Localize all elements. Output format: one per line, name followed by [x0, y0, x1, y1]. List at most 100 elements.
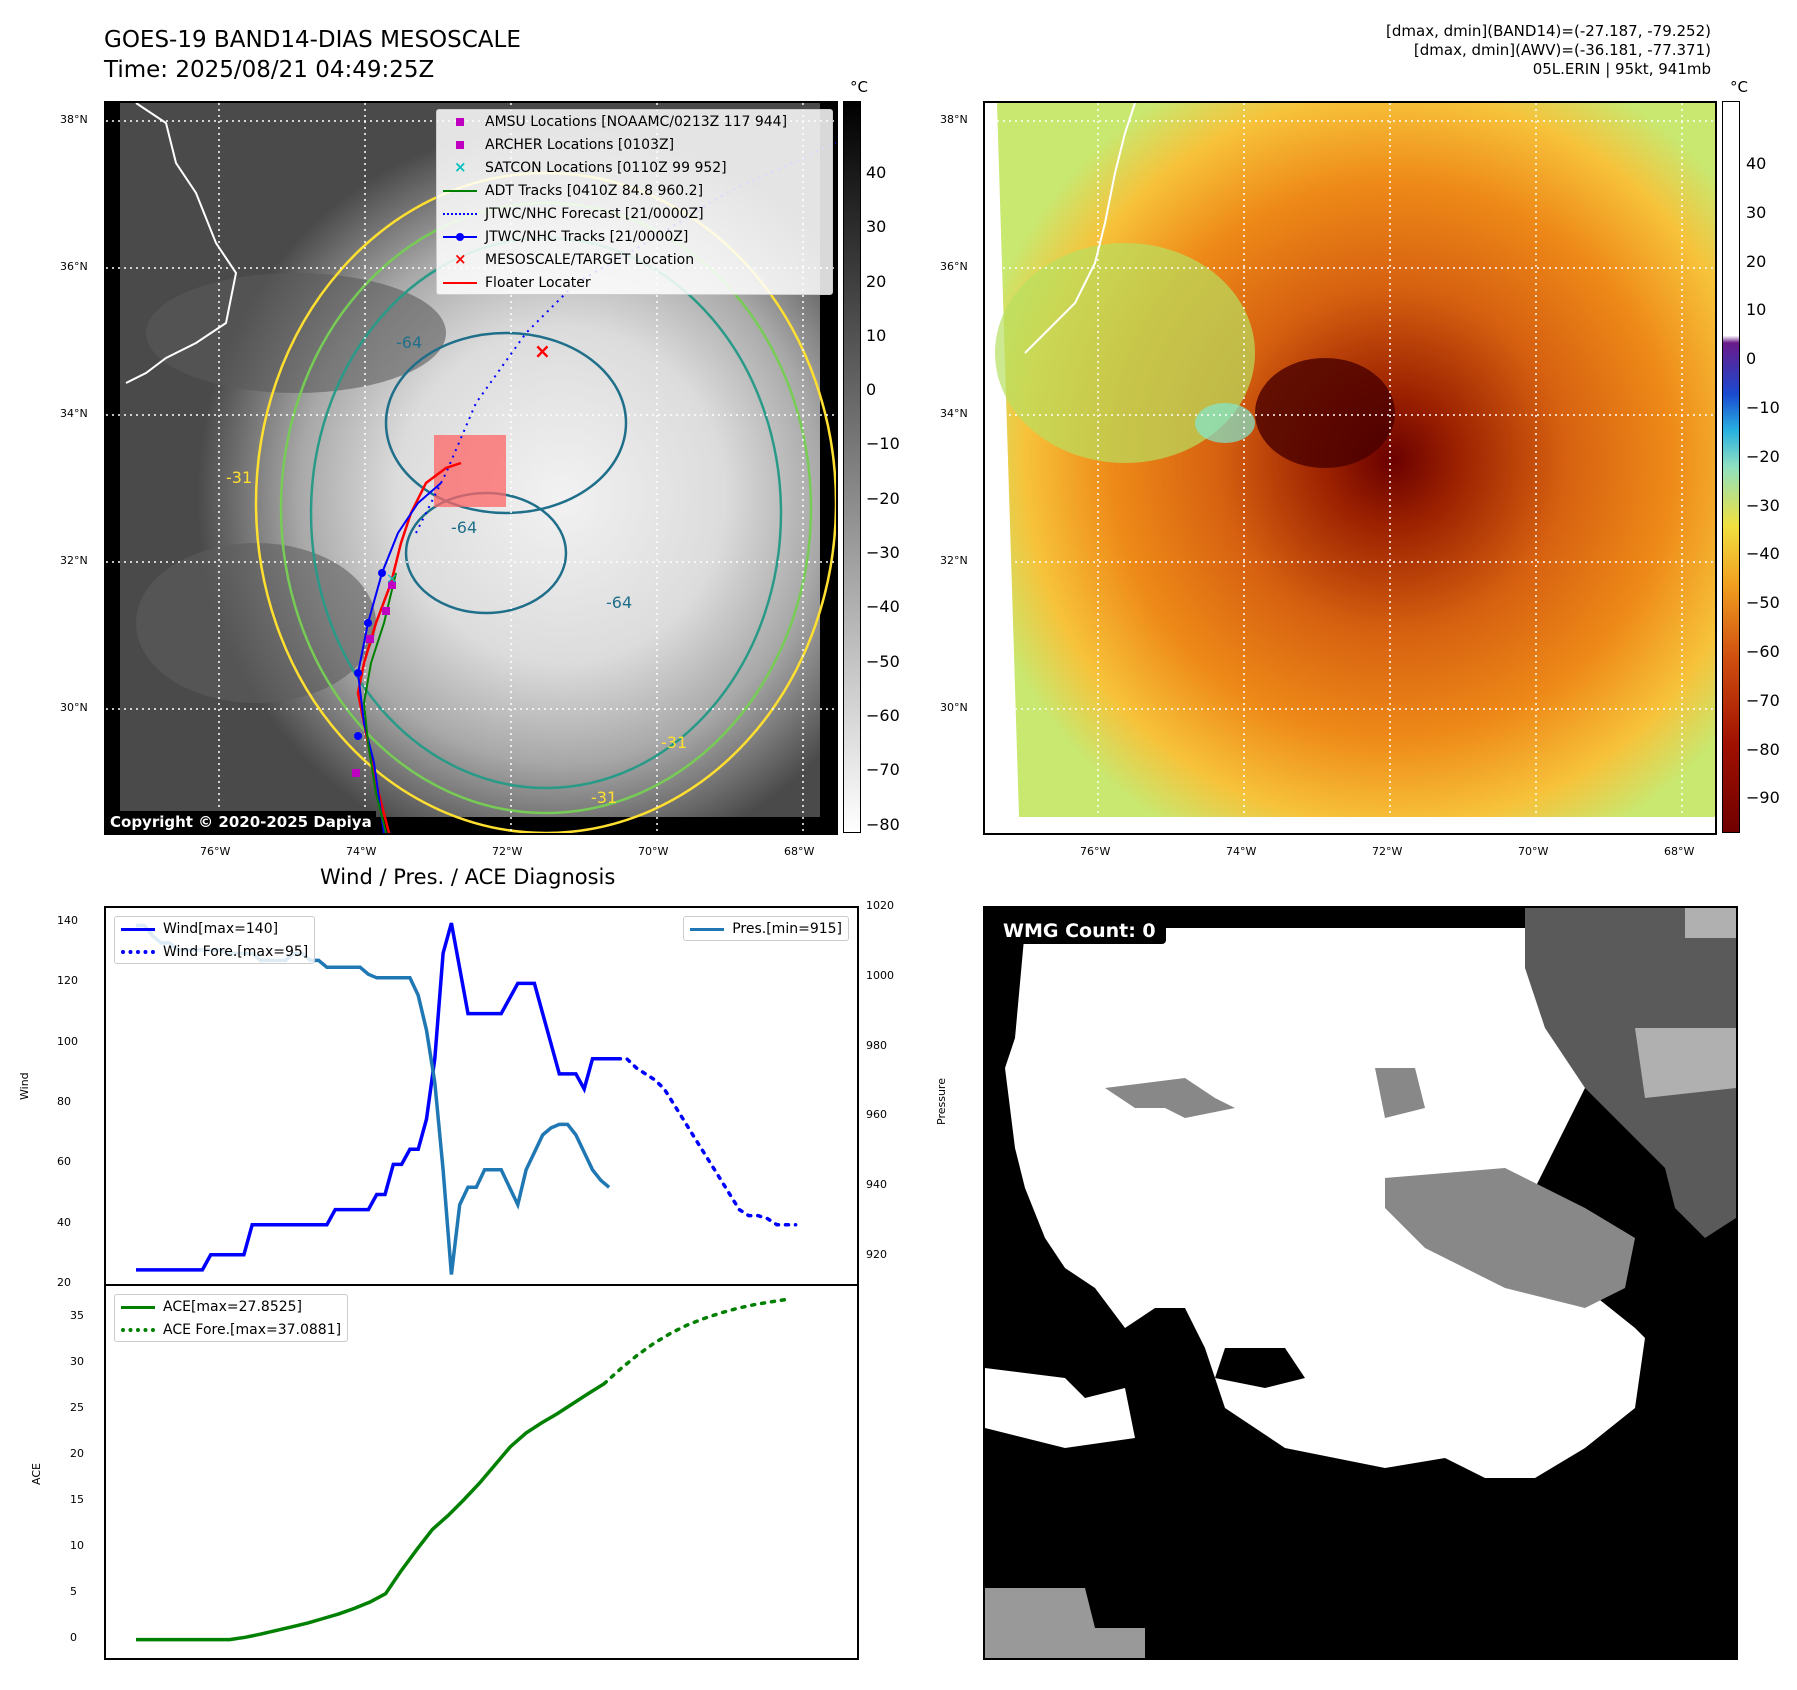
ir-contour-label-2: -64: [451, 518, 477, 537]
wv-colorbar-ticks: 40 30 20 10 0 −10 −20 −30 −40 −50 −60 −7…: [1746, 140, 1780, 823]
ir-legend: AMSU Locations [NOAAMC/0213Z 117 944] AR…: [436, 109, 833, 295]
copyright-text: Copyright © 2020-2025 Dapiya: [110, 813, 372, 831]
pres-tick-label: 920: [866, 1248, 887, 1262]
adt-track: [362, 572, 397, 833]
ace-tick-label: 20: [70, 1446, 84, 1460]
wind-axis-label: Wind: [18, 1072, 31, 1100]
legend-label: Wind Fore.[max=95]: [163, 943, 309, 960]
legend-target-icon: ×: [454, 249, 467, 268]
legend-row: ARCHER Locations [0103Z]: [437, 133, 832, 156]
ir-contour-label-5: -31: [661, 733, 687, 752]
legend-row: × MESOSCALE/TARGET Location: [437, 248, 832, 271]
wv-cb-tick: −80: [1746, 739, 1780, 759]
ace-tick-label: 25: [70, 1401, 84, 1414]
pres-tick-label: 1000: [866, 968, 894, 982]
wv-cb-tick: 40: [1746, 154, 1767, 173]
ir-map-panel: -64 -64 -64 -31 -31 -31 × × Copyright ©: [104, 101, 838, 835]
legend-archer-icon: [443, 139, 477, 151]
info-awv: [dmax, dmin](AWV)=(-36.181, -77.371): [1413, 41, 1711, 59]
wv-cb-tick: −50: [1746, 593, 1780, 613]
ir-cb-tick: −40: [866, 597, 900, 617]
ir-lon-label: 74°W: [346, 845, 377, 858]
ace-tick-label: 0: [70, 1630, 77, 1644]
ir-cb-tick: −70: [866, 760, 900, 780]
legend-row: Floater Locater: [437, 271, 832, 294]
legend-wind-fore-icon: [121, 946, 155, 958]
ir-colorbar-unit: °C: [850, 78, 868, 96]
wv-cb-tick: −30: [1746, 495, 1780, 515]
wmg-count-text: WMG Count: 0: [1003, 920, 1156, 942]
ir-contour-label-1: -64: [396, 333, 422, 352]
legend-row: ACE Fore.[max=37.0881]: [115, 1318, 347, 1341]
target-marker: ×: [534, 339, 551, 363]
pres-legend: Pres.[min=915]: [683, 916, 849, 941]
legend-pres-icon: [690, 923, 725, 935]
figure-time: Time: 2025/08/21 04:49:25Z: [104, 57, 435, 83]
wv-cb-tick: 0: [1746, 349, 1757, 369]
ir-cb-tick: 40: [866, 163, 887, 182]
legend-row: Wind[max=140]: [115, 917, 314, 940]
ace-axis-label: ACE: [30, 1463, 43, 1485]
ir-colorbar-ticks: 40 30 20 10 0 −10 −20 −30 −40 −50 −60 −7…: [866, 146, 900, 852]
legend-adt-icon: [443, 185, 477, 197]
wind-tick-label: 80: [57, 1095, 71, 1109]
wv-cb-tick: −60: [1746, 641, 1780, 661]
wind-tick-label: 60: [57, 1155, 71, 1169]
wv-lon-label: 76°W: [1080, 845, 1111, 858]
ir-lat-label: 34°N: [60, 407, 88, 420]
wind-legend: Wind[max=140] Wind Fore.[max=95]: [114, 916, 316, 964]
wind-tick-label: 120: [57, 974, 78, 988]
figure-title: GOES-19 BAND14-DIAS MESOSCALE: [104, 27, 521, 53]
legend-label: ACE[max=27.8525]: [163, 1298, 303, 1315]
ir-contour-label-4: -31: [226, 468, 252, 487]
info-band14: [dmax, dmin](BAND14)=(-27.187, -79.252): [1386, 22, 1711, 40]
ir-lon-label: 70°W: [638, 845, 669, 858]
floater-box: [434, 435, 506, 507]
ace-tick-label: 15: [70, 1492, 84, 1506]
wv-cb-tick: −70: [1746, 690, 1780, 710]
ace-series: [136, 1382, 605, 1642]
pres-tick-label: 1020: [866, 899, 894, 912]
wv-cb-tick: 10: [1746, 300, 1767, 320]
wind-forecast-series: [615, 1057, 798, 1227]
wv-map-panel: [983, 101, 1717, 835]
wv-lat-label: 38°N: [940, 113, 968, 126]
amsu-marker: [388, 581, 396, 589]
wv-lat-label: 34°N: [940, 407, 968, 420]
ace-tick-label: 30: [70, 1355, 84, 1369]
ace-tick-label: 5: [70, 1584, 77, 1598]
wmg-panel: WMG Count: 0: [983, 906, 1738, 1660]
legend-floater-icon: [443, 277, 477, 289]
wv-lon-label: 74°W: [1226, 845, 1257, 858]
legend-label: ADT Tracks [0410Z 84.8 960.2]: [485, 182, 704, 199]
wv-coastline: [1024, 103, 1136, 354]
legend-row: ACE[max=27.8525]: [115, 1295, 347, 1318]
wind-tick-label: 20: [57, 1276, 71, 1289]
ace-legend: ACE[max=27.8525] ACE Fore.[max=37.0881]: [114, 1294, 349, 1342]
satcon-marker: ×: [386, 571, 398, 587]
ir-lon-label: 76°W: [200, 845, 231, 858]
wv-cb-tick: −20: [1746, 446, 1780, 466]
ir-cb-tick: −80: [866, 814, 900, 834]
wv-cb-tick: 20: [1746, 251, 1767, 271]
wind-chart-panel: Wind[max=140] Wind Fore.[max=95] Pres.[m…: [104, 906, 859, 1286]
legend-label: MESOSCALE/TARGET Location: [485, 251, 695, 268]
ir-lat-label: 38°N: [60, 113, 88, 126]
ace-chart-panel: ACE[max=27.8525] ACE Fore.[max=37.0881]: [104, 1284, 859, 1660]
info-storm: 05L.ERIN | 95kt, 941mb: [1532, 60, 1711, 78]
pres-axis-label: Pressure: [935, 1078, 948, 1125]
ir-cb-tick: 0: [866, 380, 877, 400]
ir-cb-tick: −30: [866, 543, 900, 563]
legend-label: JTWC/NHC Tracks [21/0000Z]: [485, 228, 689, 245]
ir-lat-label: 32°N: [60, 554, 88, 567]
legend-row: ADT Tracks [0410Z 84.8 960.2]: [437, 179, 832, 202]
wv-cb-tick: −40: [1746, 544, 1780, 564]
info-block: [dmax, dmin](BAND14)=(-27.187, -79.252) …: [1386, 22, 1711, 79]
legend-label: ACE Fore.[max=37.0881]: [163, 1321, 342, 1338]
legend-amsu-icon: [443, 116, 477, 128]
legend-label: Wind[max=140]: [163, 920, 279, 937]
wmg-count-badge: WMG Count: 0: [993, 918, 1166, 944]
wind-tick-label: 100: [57, 1034, 78, 1048]
ir-lon-label: 68°W: [784, 845, 815, 858]
ir-cb-tick: 20: [866, 271, 887, 291]
